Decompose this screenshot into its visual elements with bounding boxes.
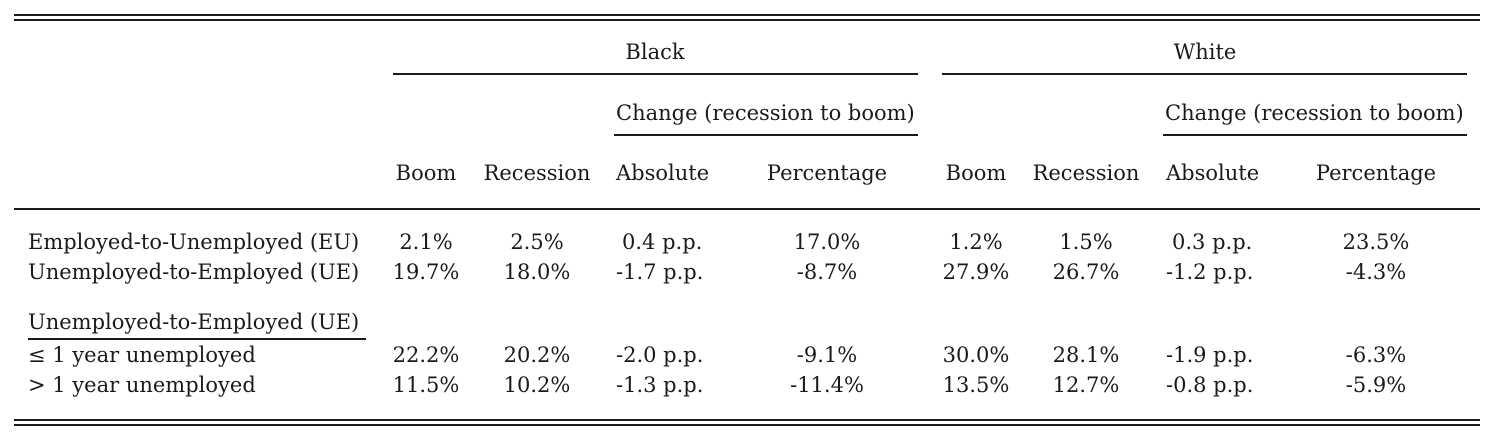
table-cell: 0.4 p.p.	[622, 230, 703, 254]
table-cell: 26.7%	[1052, 260, 1120, 284]
table-cell: 11.5%	[392, 373, 460, 397]
top-rule	[14, 14, 1480, 16]
change-underline-white	[1163, 134, 1467, 136]
table-cell: 27.9%	[942, 260, 1010, 284]
table-cell: -6.3%	[1345, 343, 1407, 367]
mid-rule	[14, 208, 1480, 210]
row-label-eu: Employed-to-Unemployed (EU)	[28, 230, 360, 254]
table-cell: 18.0%	[503, 260, 571, 284]
table-cell: 28.1%	[1052, 343, 1120, 367]
table-cell: 12.7%	[1052, 373, 1120, 397]
table-cell: -0.8 p.p.	[1166, 373, 1254, 397]
group-underline-white	[942, 73, 1467, 75]
col-header-white-recession: Recession	[1032, 161, 1140, 185]
subsection-label-ue: Unemployed-to-Employed (UE)	[28, 310, 360, 334]
table-cell: -2.0 p.p.	[616, 343, 704, 367]
table-cell: 10.2%	[503, 373, 571, 397]
change-header-black: Change (recession to boom)	[616, 101, 915, 125]
col-header-white-percentage: Percentage	[1315, 161, 1437, 185]
table-cell: -5.9%	[1345, 373, 1407, 397]
col-header-white-boom: Boom	[945, 161, 1007, 185]
table-cell: 13.5%	[942, 373, 1010, 397]
table-cell: 19.7%	[392, 260, 460, 284]
col-header-white-absolute: Absolute	[1166, 161, 1260, 185]
table-cell: 17.0%	[793, 230, 861, 254]
top-rule-inner	[14, 19, 1480, 21]
row-label-gt-1-year: > 1 year unemployed	[28, 373, 256, 397]
bottom-rule-inner	[14, 419, 1480, 421]
group-header-black: Black	[625, 40, 685, 64]
table-cell: -1.3 p.p.	[616, 373, 704, 397]
row-label-le-1-year: ≤ 1 year unemployed	[28, 343, 256, 367]
col-header-black-recession: Recession	[483, 161, 591, 185]
group-underline-black	[393, 73, 918, 75]
table-cell: -4.3%	[1345, 260, 1407, 284]
table-cell: -1.2 p.p.	[1166, 260, 1254, 284]
group-header-white: White	[1173, 40, 1237, 64]
table-cell: 30.0%	[942, 343, 1010, 367]
table-cell: 20.2%	[503, 343, 571, 367]
table-cell: -1.9 p.p.	[1166, 343, 1254, 367]
change-underline-black	[614, 134, 918, 136]
col-header-black-boom: Boom	[395, 161, 457, 185]
change-header-white: Change (recession to boom)	[1165, 101, 1464, 125]
table-cell: 0.3 p.p.	[1172, 230, 1253, 254]
bottom-rule	[14, 424, 1480, 426]
col-header-black-absolute: Absolute	[616, 161, 710, 185]
row-label-ue: Unemployed-to-Employed (UE)	[28, 260, 360, 284]
table-cell: -11.4%	[790, 373, 864, 397]
table-cell: 23.5%	[1342, 230, 1410, 254]
table-cell: 2.5%	[510, 230, 564, 254]
table-cell: 2.1%	[399, 230, 453, 254]
table-cell: 1.5%	[1059, 230, 1113, 254]
table-cell: -1.7 p.p.	[616, 260, 704, 284]
table-cell: -8.7%	[796, 260, 858, 284]
table-cell: 22.2%	[392, 343, 460, 367]
subsection-underline	[28, 338, 366, 340]
table-cell: -9.1%	[796, 343, 858, 367]
col-header-black-percentage: Percentage	[766, 161, 888, 185]
table-cell: 1.2%	[949, 230, 1003, 254]
